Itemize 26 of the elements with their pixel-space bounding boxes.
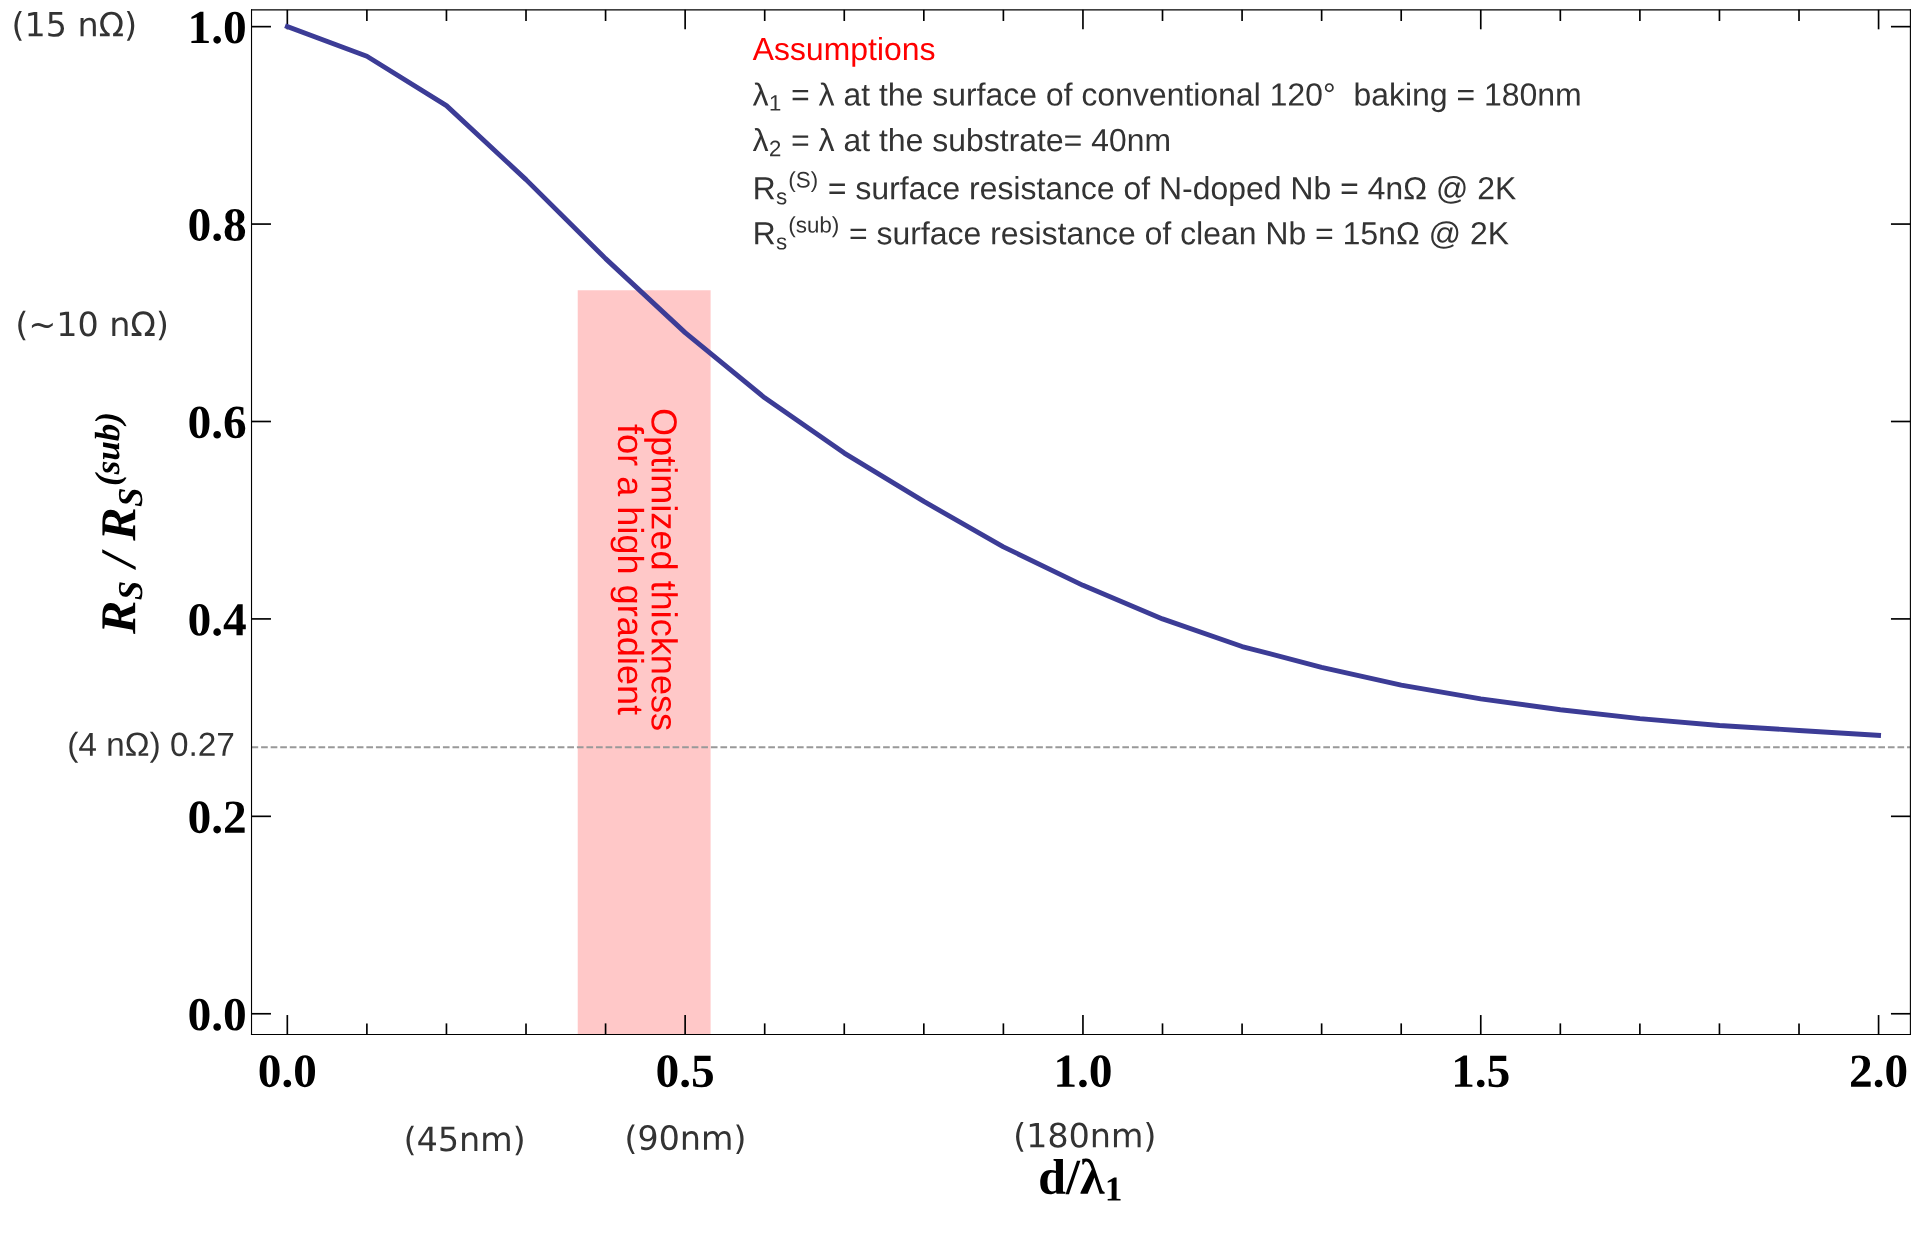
y-axis-title: R$_{S}$ / R$_{S}$$^{(sub)}$ (94, 414, 143, 634)
y-tick-label: 0.8 (189, 209, 246, 242)
annotation: λ$_{1}$ = λ at the surface of conventional 120° baking = 180nm (752, 82, 1580, 113)
y-tick-label: 1.0 (191, 11, 245, 44)
annotation: λ$_{2}$ = λ at the substrate= 40nm (752, 127, 1169, 157)
x-tick-label: 1.0 (1057, 1055, 1111, 1088)
y-tick-label: 0.2 (189, 801, 245, 834)
annotation: R$_{s}$$^{(S)}$ = surface resistance of N-doped Nb = 4nΩ @ 2K (755, 171, 1516, 206)
y-tick-label: 0.0 (189, 998, 245, 1031)
annotation: Assumptions (752, 36, 935, 67)
text: (180nm) (1016, 1121, 1154, 1152)
text: (45nm) (406, 1125, 523, 1156)
x-axis-title: d/λ$_{1}$ (1040, 1158, 1121, 1201)
annotation: R$_{s}$$^{(sub)}$ = surface resistance of clean Nb = 15nΩ @ 2K (755, 216, 1509, 250)
ref-line-label: (4 nΩ) 0.27 (69, 731, 234, 763)
text: (15 nΩ) (14, 11, 135, 41)
text: (∼10 nΩ) (18, 310, 167, 341)
x-tick-label: 0.0 (259, 1055, 316, 1088)
y-tick-label: 0.4 (189, 603, 246, 636)
band-label: Optimized thickness for a high gradient (610, 409, 678, 730)
text: (90nm) (627, 1124, 744, 1155)
x-tick-label: 0.5 (657, 1055, 713, 1088)
y-tick-label: 0.6 (189, 406, 246, 439)
line-series (284, 24, 1881, 738)
x-tick-label: 1.5 (1455, 1055, 1509, 1088)
x-tick-label: 2.0 (1851, 1055, 1907, 1088)
